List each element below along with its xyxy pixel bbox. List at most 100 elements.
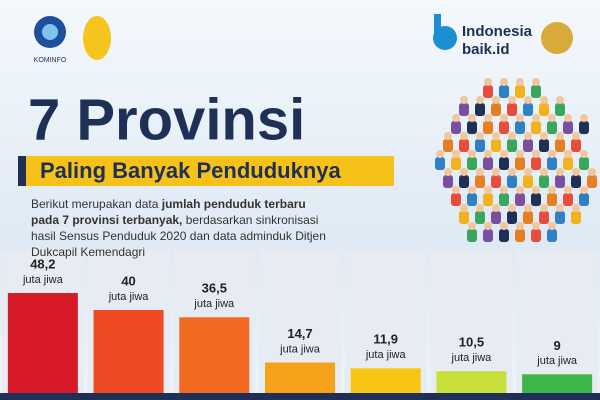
crowd-body [491,211,501,224]
crowd-body [483,193,493,206]
crowd-head [476,132,484,140]
crowd-head [564,114,572,122]
crowd-head [508,168,516,176]
award-badge [541,22,573,54]
bar [179,317,250,393]
crowd-body [499,121,509,134]
crowd-head [492,132,500,140]
value-label: 10,5 [459,335,484,350]
crowd-head [532,222,540,230]
description: Berikut merupakan data jumlah penduduk t… [31,196,331,260]
crowd-head [548,114,556,122]
crowd-body [443,175,453,188]
crowd-body [443,139,453,152]
crowd-body [555,211,565,224]
crowd-head [476,96,484,104]
subtitle-banner [26,156,394,186]
crowd-head [508,96,516,104]
crowd-body [523,175,533,188]
crowd-head [484,150,492,158]
crowd-head [460,204,468,212]
crowd-body [531,85,541,98]
bar [93,310,164,393]
footer-stripe [0,393,600,400]
crowd-head [556,204,564,212]
crowd-body [483,229,493,242]
crowd-head [524,96,532,104]
crowd-head [540,132,548,140]
crowd-head [556,168,564,176]
crowd-head [556,96,564,104]
crowd-body [483,157,493,170]
crowd-head [564,186,572,194]
crowd-head [460,96,468,104]
crowd-head [540,204,548,212]
crowd-body [523,103,533,116]
crowd-body [499,157,509,170]
crowd-body [459,175,469,188]
value-label: 40 [121,273,135,288]
crowd-body [555,175,565,188]
description-text: berdasarkan sinkronisasi hasil Sensus Pe… [31,213,326,259]
crowd-head [476,168,484,176]
crowd-head [572,132,580,140]
crowd-body [579,193,589,206]
crowd-head [500,186,508,194]
crowd-body [507,211,517,224]
crowd-body [523,211,533,224]
crowd-body [563,157,573,170]
kominfo-logo-inner [42,24,58,40]
crowd-head [508,204,516,212]
crowd-head [492,96,500,104]
crowd-head [500,150,508,158]
crowd-body [459,103,469,116]
crowd-head [540,96,548,104]
crowd-head [516,150,524,158]
crowd-body [579,157,589,170]
crowd-head [580,150,588,158]
crowd-head [460,168,468,176]
crowd-body [459,211,469,224]
crowd-body [563,193,573,206]
crowd-head [516,186,524,194]
crowd-head [460,132,468,140]
crowd-head [484,186,492,194]
unit-label: juta jiwa [193,298,235,310]
crowd-body [515,121,525,134]
crowd-head [532,114,540,122]
crowd-body [451,193,461,206]
value-label: 48,2 [30,256,55,271]
crowd-head [516,78,524,86]
crowd-body [475,139,485,152]
crowd-body [451,157,461,170]
crowd-body [539,175,549,188]
crowd-body [435,157,445,170]
crowd-head [452,150,460,158]
crowd-head [468,222,476,230]
unit-label: juta jiwa [365,349,407,361]
subtitle: Paling Banyak Penduduknya [40,158,342,183]
crowd-body [531,193,541,206]
logo-text: baik.id [462,41,510,58]
crowd-body [515,193,525,206]
crowd-body [531,157,541,170]
unit-label: juta jiwa [451,352,493,364]
crowd-body [475,175,485,188]
crowd-head [468,114,476,122]
crowd-head [532,78,540,86]
crowd-body [467,121,477,134]
crowd-body [571,211,581,224]
crowd-head [444,132,452,140]
crowd-head [548,222,556,230]
crowd-head [500,114,508,122]
column-panel [516,250,598,393]
crowd-head [548,186,556,194]
crowd-body [587,175,597,188]
title: 7 Provinsi [28,87,305,152]
crowd-body [515,85,525,98]
crowd-body [491,103,501,116]
crowd-body [475,211,485,224]
crowd-head [444,168,452,176]
